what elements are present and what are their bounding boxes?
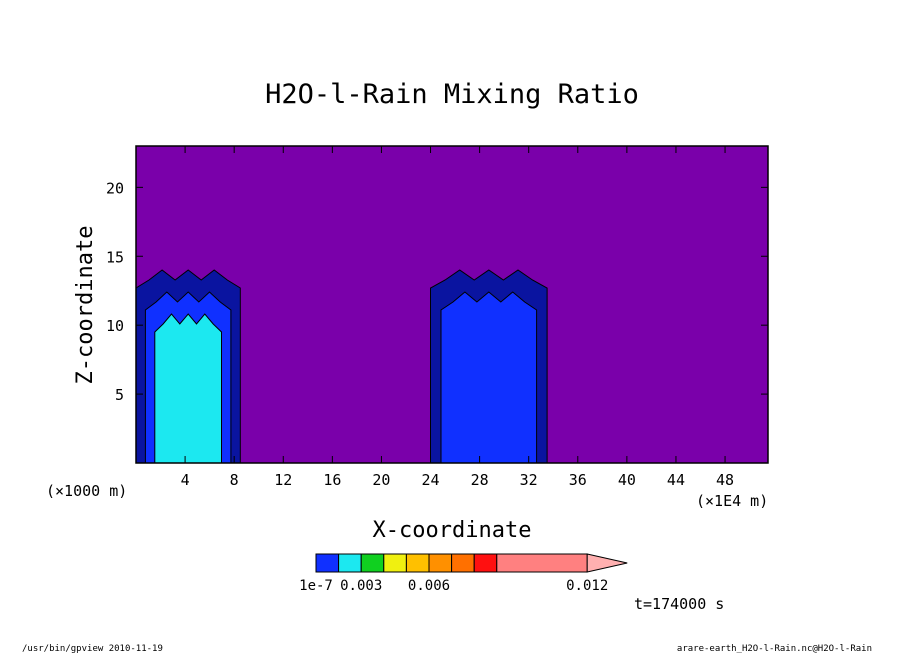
colorbar-swatch: [360, 553, 385, 573]
x-axis-label: X-coordinate: [373, 518, 532, 543]
y-axis-unit: (×1000 m): [46, 482, 127, 500]
colorbar-tick-label: 0.006: [408, 578, 450, 594]
colorbar-swatch: [338, 553, 362, 573]
x-axis-ticks: 4 8 12 16 20 24 28 32 36 40 44 48: [181, 146, 734, 489]
colorbar-swatch: [383, 553, 407, 573]
y-axis-ticks: 5 10 15 20: [106, 179, 768, 404]
x-tick-label: 28: [471, 471, 489, 489]
x-tick-label: 40: [618, 471, 636, 489]
x-tick-label: 48: [716, 471, 734, 489]
x-tick-label: 20: [372, 471, 390, 489]
x-tick-label: 12: [274, 471, 292, 489]
cell-2-level-1: [440, 291, 538, 464]
plot-frame: [135, 145, 769, 464]
colorbar-tick-label: 0.012: [566, 578, 608, 594]
time-label: t=174000 s: [634, 595, 724, 613]
x-tick-label: 32: [520, 471, 538, 489]
colorbar: 1e-7 0.003 0.006 0.012: [299, 553, 628, 594]
colorbar-swatch: [315, 553, 340, 573]
colorbar-swatch: [428, 553, 453, 573]
colorbar-tick-label: 1e-7: [299, 578, 333, 594]
y-tick-label: 20: [106, 179, 124, 197]
y-tick-label: 15: [106, 248, 124, 266]
x-tick-label: 24: [421, 471, 439, 489]
footer-left: /usr/bin/gpview 2010-11-19: [22, 644, 163, 654]
colorbar-swatch: [473, 553, 498, 573]
x-tick-label: 4: [181, 471, 190, 489]
colorbar-swatch: [451, 553, 475, 573]
colorbar-tick-label: 0.003: [340, 578, 382, 594]
x-axis-unit: (×1E4 m): [696, 492, 768, 510]
footer-right: arare-earth_H2O-l-Rain.nc@H2O-l-Rain: [677, 644, 872, 654]
y-tick-label: 5: [115, 386, 124, 404]
x-tick-label: 8: [230, 471, 239, 489]
cell-1-level-2: [154, 313, 222, 464]
colorbar-extend-arrow: [586, 553, 628, 573]
x-tick-label: 36: [569, 471, 587, 489]
x-tick-label: 16: [323, 471, 341, 489]
y-tick-label: 10: [106, 317, 124, 335]
colorbar-swatch: [405, 553, 430, 573]
rain-cells: [135, 269, 548, 464]
chart-title: H2O-l-Rain Mixing Ratio: [265, 79, 639, 110]
x-tick-label: 44: [667, 471, 685, 489]
colorbar-swatch: [496, 553, 588, 573]
y-axis-label: Z-coordinate: [73, 226, 98, 385]
